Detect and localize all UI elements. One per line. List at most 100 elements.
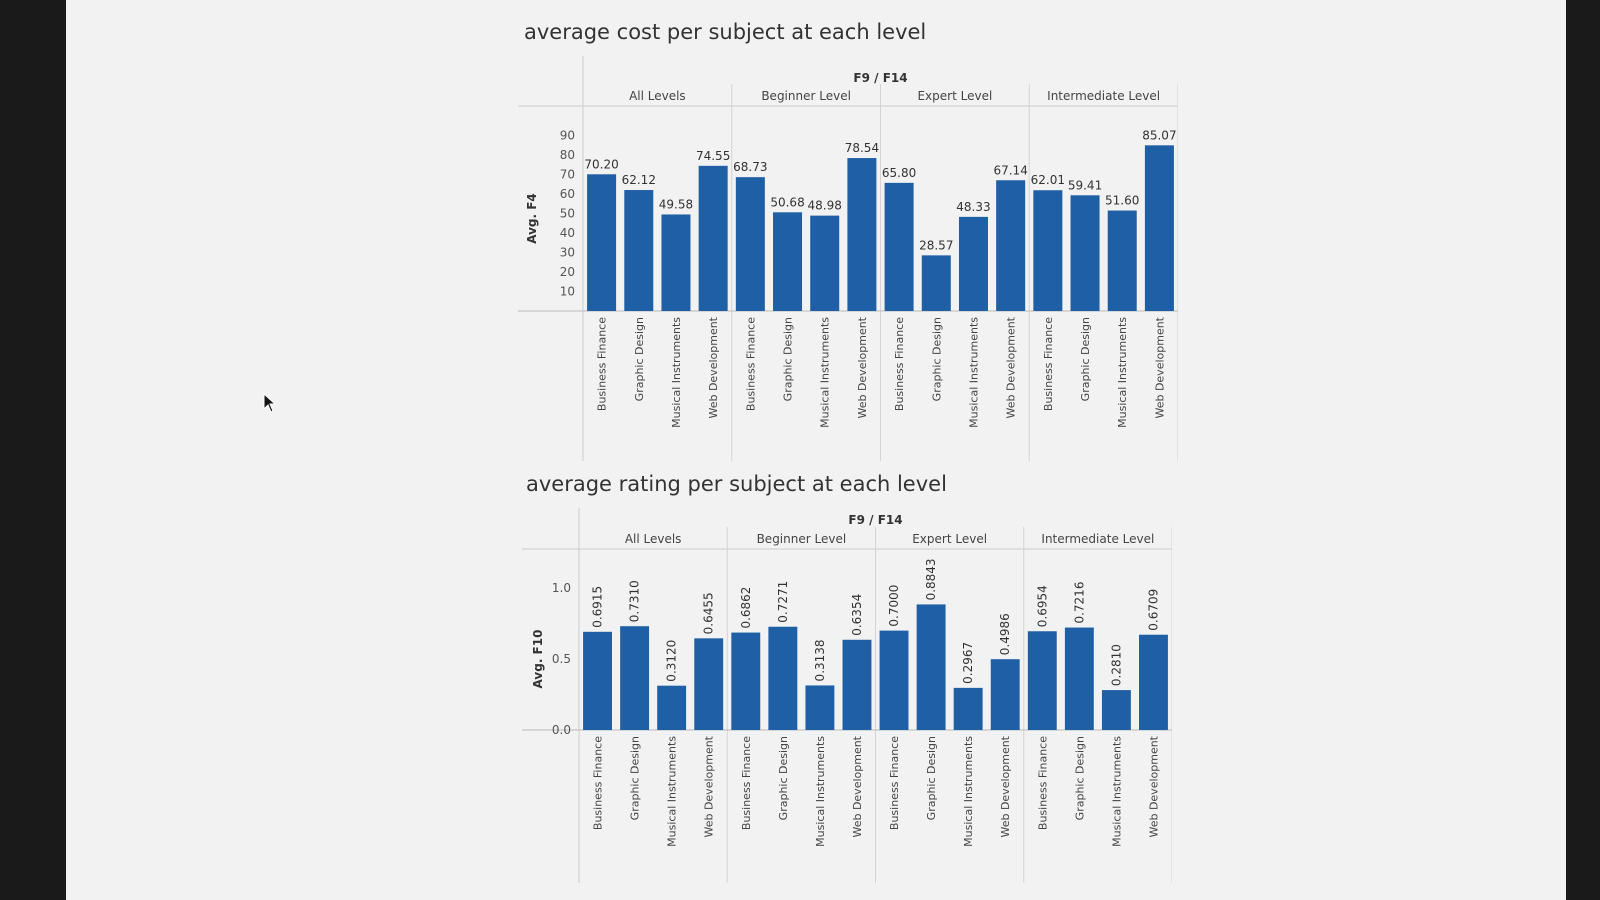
- category-label: Graphic Design: [1079, 317, 1092, 401]
- category-label: Business Finance: [592, 736, 605, 830]
- data-label: 62.12: [622, 173, 656, 187]
- category-label: Musical Instruments: [1116, 317, 1129, 428]
- chart-title-cost: average cost per subject at each level: [524, 20, 927, 44]
- bar: [1027, 631, 1057, 730]
- category-label: Graphic Design: [629, 736, 642, 820]
- cost-chart: F9 / F14 All Levels Beginner Level Expert L…: [518, 56, 1178, 461]
- data-label: 0.2810: [1109, 644, 1123, 686]
- bar: [661, 214, 691, 311]
- group-label: Expert Level: [917, 89, 992, 103]
- data-label: 0.8843: [924, 558, 938, 600]
- data-label: 0.6915: [591, 586, 605, 628]
- bar: [1139, 634, 1168, 730]
- category-label: Graphic Design: [930, 317, 943, 401]
- category-label: Web Development: [999, 735, 1012, 837]
- bar: [587, 174, 617, 311]
- y-tick-label: 0.5: [552, 652, 571, 666]
- y-tick-label: 80: [560, 148, 575, 162]
- bar: [847, 158, 877, 311]
- bar: [731, 632, 761, 730]
- y-tick-label: 90: [560, 129, 575, 143]
- y-tick-label: 20: [560, 265, 575, 279]
- category-label: Musical Instruments: [962, 736, 975, 847]
- category-label: Web Development: [856, 316, 869, 418]
- category-label: Graphic Design: [633, 317, 646, 401]
- rating-chart: F9 / F14 All Levels Beginner Level Expert L…: [522, 508, 1172, 883]
- group-label: Intermediate Level: [1041, 532, 1154, 546]
- data-label: 0.2967: [961, 642, 975, 684]
- category-label: Musical Instruments: [814, 736, 827, 847]
- category-label: Graphic Design: [925, 736, 938, 820]
- bar: [1101, 690, 1131, 730]
- data-label: 68.73: [733, 160, 767, 174]
- bar: [1144, 145, 1174, 311]
- data-label: 0.3138: [813, 639, 827, 681]
- category-label: Business Finance: [744, 317, 757, 411]
- data-label: 48.98: [808, 199, 842, 213]
- mouse-pointer-icon: [263, 393, 277, 413]
- group-label: All Levels: [625, 532, 682, 546]
- data-label: 65.80: [882, 166, 916, 180]
- bar: [953, 687, 983, 730]
- bar: [921, 255, 951, 311]
- category-label: Business Finance: [1036, 736, 1049, 830]
- category-label: Graphic Design: [1073, 736, 1086, 820]
- bar: [624, 190, 654, 311]
- y-tick-label: 60: [560, 187, 575, 201]
- category-label: Business Finance: [888, 736, 901, 830]
- chart-title-rating: average rating per subject at each level: [526, 472, 947, 496]
- bar: [884, 182, 914, 311]
- data-label: 0.7310: [628, 580, 642, 622]
- data-label: 0.4986: [998, 613, 1012, 655]
- category-label: Musical Instruments: [967, 317, 980, 428]
- group-label: Beginner Level: [761, 89, 851, 103]
- bar: [1107, 210, 1137, 311]
- bar: [810, 215, 840, 311]
- category-label: Business Finance: [596, 317, 609, 411]
- data-label: 0.6709: [1146, 589, 1160, 631]
- group-label: Expert Level: [912, 532, 987, 546]
- data-label: 0.6954: [1035, 585, 1049, 627]
- data-label: 0.6862: [739, 587, 753, 629]
- data-label: 28.57: [919, 238, 953, 252]
- bar: [842, 639, 872, 730]
- data-label: 49.58: [659, 197, 693, 211]
- bar: [694, 638, 724, 730]
- category-label: Web Development: [707, 316, 720, 418]
- data-label: 85.07: [1142, 128, 1176, 142]
- y-axis-label: Avg. F4: [525, 193, 539, 244]
- group-label: All Levels: [629, 89, 686, 103]
- header-label: F9 / F14: [848, 513, 902, 527]
- category-label: Business Finance: [1042, 317, 1055, 411]
- category-label: Musical Instruments: [666, 736, 679, 847]
- y-axis-label: Avg. F10: [531, 630, 545, 689]
- y-tick-label: 0.0: [552, 723, 571, 737]
- data-label: 0.7271: [776, 581, 790, 623]
- bar: [773, 212, 803, 311]
- data-label: 48.33: [956, 200, 990, 214]
- category-label: Web Development: [1005, 316, 1018, 418]
- data-label: 70.20: [584, 157, 618, 171]
- data-label: 0.6354: [850, 594, 864, 636]
- bar: [698, 165, 728, 311]
- bar: [879, 630, 909, 730]
- y-tick-label: 10: [560, 285, 575, 299]
- data-label: 0.7216: [1072, 582, 1086, 624]
- category-label: Graphic Design: [782, 317, 795, 401]
- category-label: Web Development: [703, 735, 716, 837]
- category-label: Web Development: [851, 735, 864, 837]
- category-label: Musical Instruments: [1110, 736, 1123, 847]
- bar: [805, 685, 835, 730]
- data-label: 0.3120: [665, 640, 679, 682]
- y-tick-label: 40: [560, 226, 575, 240]
- header-label: F9 / F14: [853, 71, 907, 85]
- monitor-screen: average cost per subject at each level F…: [66, 0, 1566, 900]
- bar: [958, 216, 988, 311]
- bar: [657, 685, 687, 730]
- data-label: 67.14: [993, 163, 1027, 177]
- group-label: Intermediate Level: [1047, 89, 1160, 103]
- category-label: Web Development: [1153, 316, 1166, 418]
- data-label: 51.60: [1105, 194, 1139, 208]
- category-label: Business Finance: [893, 317, 906, 411]
- data-label: 74.55: [696, 149, 730, 163]
